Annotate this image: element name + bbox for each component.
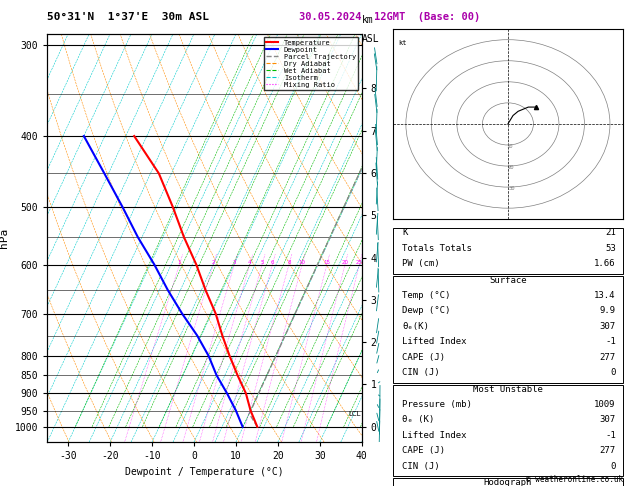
Text: -1: -1 — [605, 431, 616, 440]
Text: 307: 307 — [599, 322, 616, 331]
Text: 20: 20 — [342, 260, 348, 265]
Text: 50°31'N  1°37'E  30m ASL: 50°31'N 1°37'E 30m ASL — [47, 12, 209, 22]
Text: Lifted Index: Lifted Index — [403, 431, 467, 440]
Bar — [393, 276, 623, 382]
Text: Totals Totals: Totals Totals — [403, 244, 472, 253]
Text: 10: 10 — [506, 144, 513, 149]
Text: Surface: Surface — [489, 276, 526, 285]
Text: 9.9: 9.9 — [599, 307, 616, 315]
Text: Lifted Index: Lifted Index — [403, 337, 467, 346]
Text: 13.4: 13.4 — [594, 291, 616, 300]
Text: 2: 2 — [211, 260, 215, 265]
Legend: Temperature, Dewpoint, Parcel Trajectory, Dry Adiabat, Wet Adiabat, Isotherm, Mi: Temperature, Dewpoint, Parcel Trajectory… — [264, 37, 358, 90]
Text: 5: 5 — [260, 260, 264, 265]
Text: 277: 277 — [599, 353, 616, 362]
Text: Most Unstable: Most Unstable — [473, 384, 543, 394]
Text: PW (cm): PW (cm) — [403, 259, 440, 268]
Text: 1: 1 — [177, 260, 181, 265]
Text: θₑ (K): θₑ (K) — [403, 416, 435, 424]
Text: 30: 30 — [508, 186, 515, 191]
Text: LCL: LCL — [348, 411, 360, 417]
Text: 4: 4 — [248, 260, 252, 265]
Text: 15: 15 — [323, 260, 330, 265]
Text: Temp (°C): Temp (°C) — [403, 291, 451, 300]
Text: Hodograph: Hodograph — [484, 478, 532, 486]
Text: 6: 6 — [270, 260, 274, 265]
Text: 1009: 1009 — [594, 400, 616, 409]
Text: CIN (J): CIN (J) — [403, 368, 440, 377]
Text: 277: 277 — [599, 446, 616, 455]
Text: 20: 20 — [507, 165, 514, 170]
Text: km: km — [362, 15, 374, 25]
Text: ASL: ASL — [362, 34, 380, 44]
Text: 25: 25 — [356, 260, 363, 265]
Bar — [393, 478, 623, 486]
Text: CAPE (J): CAPE (J) — [403, 353, 445, 362]
Text: K: K — [403, 228, 408, 238]
Text: Dewp (°C): Dewp (°C) — [403, 307, 451, 315]
Text: CIN (J): CIN (J) — [403, 462, 440, 470]
Text: 3: 3 — [233, 260, 236, 265]
Text: 0: 0 — [611, 368, 616, 377]
Text: 0: 0 — [611, 462, 616, 470]
X-axis label: Dewpoint / Temperature (°C): Dewpoint / Temperature (°C) — [125, 467, 284, 477]
Text: kt: kt — [398, 40, 407, 46]
Text: 8: 8 — [287, 260, 291, 265]
Bar — [393, 228, 623, 274]
Text: 307: 307 — [599, 416, 616, 424]
Text: θₑ(K): θₑ(K) — [403, 322, 429, 331]
Text: 21: 21 — [605, 228, 616, 238]
Text: Pressure (mb): Pressure (mb) — [403, 400, 472, 409]
Text: © weatheronline.co.uk: © weatheronline.co.uk — [526, 474, 623, 484]
Text: 53: 53 — [605, 244, 616, 253]
Text: 10: 10 — [299, 260, 306, 265]
Y-axis label: hPa: hPa — [0, 228, 9, 248]
Text: -1: -1 — [605, 337, 616, 346]
Text: CAPE (J): CAPE (J) — [403, 446, 445, 455]
Text: 30.05.2024  12GMT  (Base: 00): 30.05.2024 12GMT (Base: 00) — [299, 12, 481, 22]
Bar — [393, 384, 623, 476]
Text: 1.66: 1.66 — [594, 259, 616, 268]
